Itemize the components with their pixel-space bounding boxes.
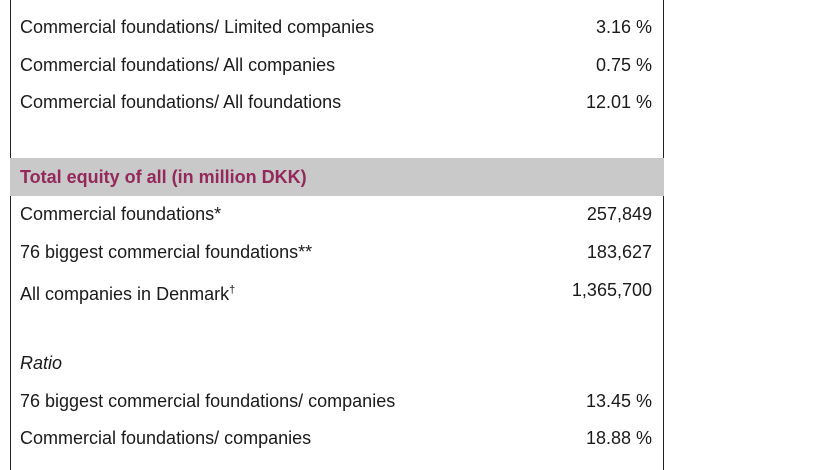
section-subheading: Ratio — [20, 353, 63, 373]
table-border-right — [663, 0, 664, 470]
row-label: 76 biggest commercial foundations/ compa… — [20, 391, 396, 411]
row-label: 76 biggest commercial foundations** — [20, 242, 313, 262]
row-value: 0.75 % — [595, 55, 652, 75]
row-label: Commercial foundations/ companies — [20, 428, 312, 448]
row-label: Commercial foundations/ All companies — [20, 55, 336, 75]
section-band — [10, 158, 664, 196]
row-value: 183,627 — [586, 242, 652, 262]
row-value: 257,849 — [586, 204, 652, 224]
row-value: 13.45 % — [585, 391, 652, 411]
row-value: 1,365,700 — [571, 280, 652, 300]
row-label: Commercial foundations* — [20, 204, 222, 224]
table-border-left — [10, 0, 11, 470]
row-value: 18.88 % — [585, 428, 652, 448]
row-value: 12.01 % — [585, 92, 652, 112]
row-label: All companies in Denmark† — [20, 284, 236, 304]
row-label: Commercial foundations/ All foundations — [20, 92, 342, 112]
section-heading: Total equity of all (in million DKK) — [20, 167, 307, 187]
row-label: Commercial foundations/ Limited companie… — [20, 17, 375, 37]
row-value: 3.16 % — [595, 17, 652, 37]
footnote-mark: † — [229, 284, 236, 296]
